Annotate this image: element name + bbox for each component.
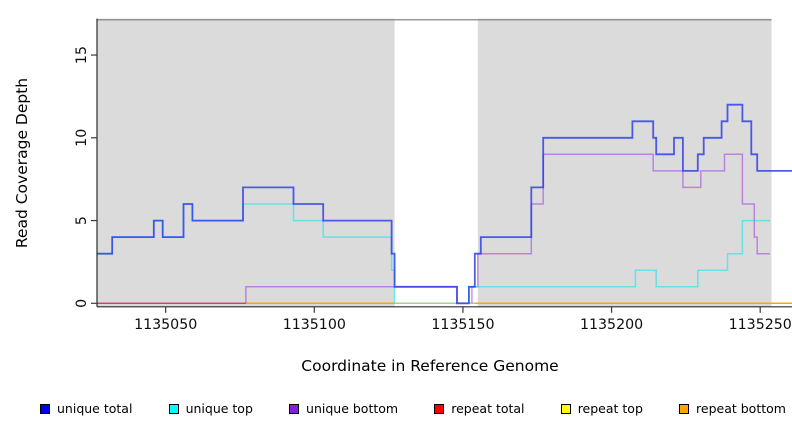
- legend-label-repeat-total: repeat total: [451, 400, 525, 416]
- y-tick-label: 15: [74, 46, 90, 64]
- legend-swatch-repeat-total: [434, 404, 445, 414]
- legend-label-unique-bottom: unique bottom: [306, 400, 399, 416]
- chart-legend: unique total unique top unique bottom repea…: [40, 400, 786, 418]
- legend-swatch-repeat-top: [560, 404, 571, 414]
- legend-item-unique-total: unique total: [40, 400, 133, 416]
- y-axis-title: Read Coverage Depth: [13, 78, 31, 248]
- legend-swatch-unique-total: [40, 404, 50, 414]
- x-tick-label: 1135200: [580, 317, 643, 333]
- y-tick-label: 10: [74, 129, 90, 147]
- legend-item-repeat-total: repeat total: [434, 400, 525, 416]
- x-tick-label: 1135150: [431, 317, 494, 333]
- x-tick-label: 1135050: [134, 317, 197, 333]
- y-tick-label: 5: [74, 216, 90, 225]
- legend-label-repeat-bottom: repeat bottom: [696, 400, 786, 416]
- x-axis-title: Coordinate in Reference Genome: [301, 357, 558, 375]
- legend-swatch-repeat-bottom: [679, 404, 690, 414]
- legend-label-repeat-top: repeat top: [577, 400, 643, 416]
- legend-swatch-unique-bottom: [289, 404, 300, 414]
- legend-item-unique-top: unique top: [168, 400, 253, 416]
- x-tick-label: 1135100: [283, 317, 346, 333]
- legend-swatch-unique-top: [168, 404, 179, 414]
- legend-item-repeat-bottom: repeat bottom: [679, 400, 786, 416]
- plot-layer: 1135050 1135100 1135150 1135200 1135250 0 5 10 1…: [74, 18, 792, 333]
- legend-item-repeat-top: repeat top: [560, 400, 643, 416]
- legend-label-unique-total: unique total: [57, 400, 133, 416]
- legend-item-unique-bottom: unique bottom: [289, 400, 399, 416]
- legend-label-unique-top: unique top: [185, 400, 253, 416]
- y-tick-label: 0: [74, 299, 90, 308]
- series-unique-total: [97, 103, 792, 305]
- x-tick-label: 1135250: [729, 317, 792, 333]
- gap-band: [394, 18, 478, 307]
